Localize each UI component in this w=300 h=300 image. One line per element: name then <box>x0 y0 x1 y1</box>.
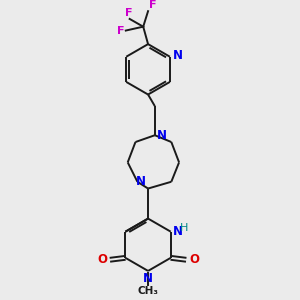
Text: O: O <box>189 253 199 266</box>
Text: CH₃: CH₃ <box>138 286 159 296</box>
Text: F: F <box>117 26 125 36</box>
Text: F: F <box>125 8 132 18</box>
Text: O: O <box>97 253 107 266</box>
Text: N: N <box>173 225 183 238</box>
Text: F: F <box>149 0 157 10</box>
Text: N: N <box>157 129 167 142</box>
Text: N: N <box>173 49 183 62</box>
Text: N: N <box>136 175 146 188</box>
Text: N: N <box>143 272 153 285</box>
Text: H: H <box>179 223 188 233</box>
